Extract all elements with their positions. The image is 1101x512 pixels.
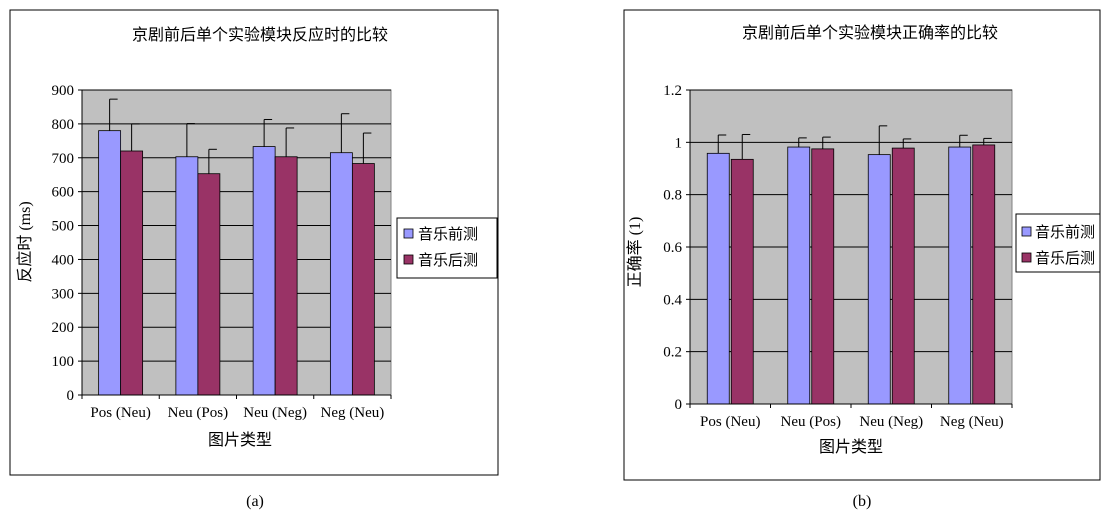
- x-tick-labels: Pos (Neu) Neu (Pos) Neu (Neg) Neg (Neu): [81, 395, 392, 421]
- bar: [329, 152, 353, 396]
- bar: [730, 158, 754, 405]
- x-axis-label: 图片类型: [208, 431, 272, 449]
- bar: [891, 147, 915, 405]
- y-tick-label: 0.6: [663, 240, 682, 256]
- panel-label: (a): [246, 493, 264, 510]
- x-tick-labels: Pos (Neu) Neu (Pos) Neu (Neg) Neg (Neu): [689, 404, 1013, 430]
- bar: [252, 146, 276, 396]
- bar: [948, 146, 972, 405]
- chart-panel-b: 京剧前后单个实验模块正确率的比较 0 0.2 0.4 0.6 0.8 1 1.2 Pos (…: [623, 9, 1101, 510]
- y-tick-label: 200: [52, 320, 75, 336]
- bars: [98, 130, 375, 396]
- legend-label-pre: 音乐前测: [418, 226, 478, 243]
- bar: [867, 154, 891, 405]
- chart-title: 京剧前后单个实验模块正确率的比较: [742, 24, 998, 42]
- bar: [197, 173, 221, 396]
- legend-label-post: 音乐后测: [418, 252, 478, 269]
- chart-panel-a: 京剧前后单个实验模块反应时的比较 0 100 200 300 400 500 600 700 8…: [9, 9, 499, 510]
- legend-box: [396, 217, 498, 279]
- error-bars: [109, 98, 372, 174]
- x-tick-label: Neu (Neg): [859, 414, 923, 430]
- bar: [120, 150, 144, 396]
- x-axis-label: 图片类型: [819, 438, 883, 456]
- legend-swatch-pre: [1021, 226, 1032, 237]
- y-tick-label: 0.8: [663, 188, 682, 204]
- x-tick-label: Neu (Pos): [168, 405, 228, 421]
- legend-label-pre: 音乐前测: [1035, 224, 1095, 241]
- bar: [175, 156, 199, 396]
- x-tick-label: Neg (Neu): [940, 414, 1004, 430]
- legend-swatch-post: [403, 254, 414, 265]
- y-tick-label: 500: [52, 219, 75, 235]
- y-tick-label: 0.2: [663, 345, 682, 361]
- error-bars: [717, 125, 992, 160]
- x-tick-label: Neu (Neg): [243, 405, 307, 421]
- y-tick-label: 0.4: [663, 292, 682, 308]
- bar: [706, 152, 730, 405]
- bar: [811, 148, 835, 405]
- legend: 音乐前测 音乐后测: [396, 217, 498, 279]
- bar: [972, 144, 996, 405]
- y-tick-label: 1.2: [663, 83, 682, 99]
- y-tick-label: 900: [52, 83, 75, 99]
- y-tick-label: 700: [52, 151, 75, 167]
- y-tick-label: 400: [52, 252, 75, 268]
- bar: [787, 146, 811, 405]
- y-tick-labels: 0 100 200 300 400 500 600 700 800 900: [52, 83, 82, 404]
- bar: [274, 156, 298, 396]
- x-tick-label: Pos (Neu): [90, 405, 150, 421]
- bars: [706, 144, 996, 405]
- x-tick-label: Neg (Neu): [321, 405, 385, 421]
- y-tick-labels: 0 0.2 0.4 0.6 0.8 1 1.2: [663, 83, 690, 413]
- y-tick-label: 1: [675, 135, 683, 151]
- panel-label: (b): [853, 493, 872, 510]
- y-tick-label: 0: [675, 397, 683, 413]
- legend-swatch-post: [1021, 252, 1032, 263]
- x-tick-label: Pos (Neu): [700, 414, 760, 430]
- chart-title: 京剧前后单个实验模块反应时的比较: [132, 25, 388, 44]
- legend: 音乐前测 音乐后测: [1015, 213, 1101, 273]
- y-tick-label: 100: [52, 354, 75, 370]
- x-tick-label: Neu (Pos): [781, 414, 841, 430]
- y-tick-label: 600: [52, 185, 75, 201]
- y-tick-label: 300: [52, 286, 75, 302]
- bar: [351, 163, 375, 396]
- y-axis-label: 反应时 (ms): [15, 201, 34, 282]
- y-tick-label: 800: [52, 117, 75, 133]
- legend-swatch-pre: [403, 228, 414, 239]
- bar: [98, 130, 122, 396]
- legend-label-post: 音乐后测: [1035, 250, 1095, 267]
- y-axis-label: 正确率 (1): [626, 217, 644, 288]
- y-tick-label: 0: [67, 388, 75, 404]
